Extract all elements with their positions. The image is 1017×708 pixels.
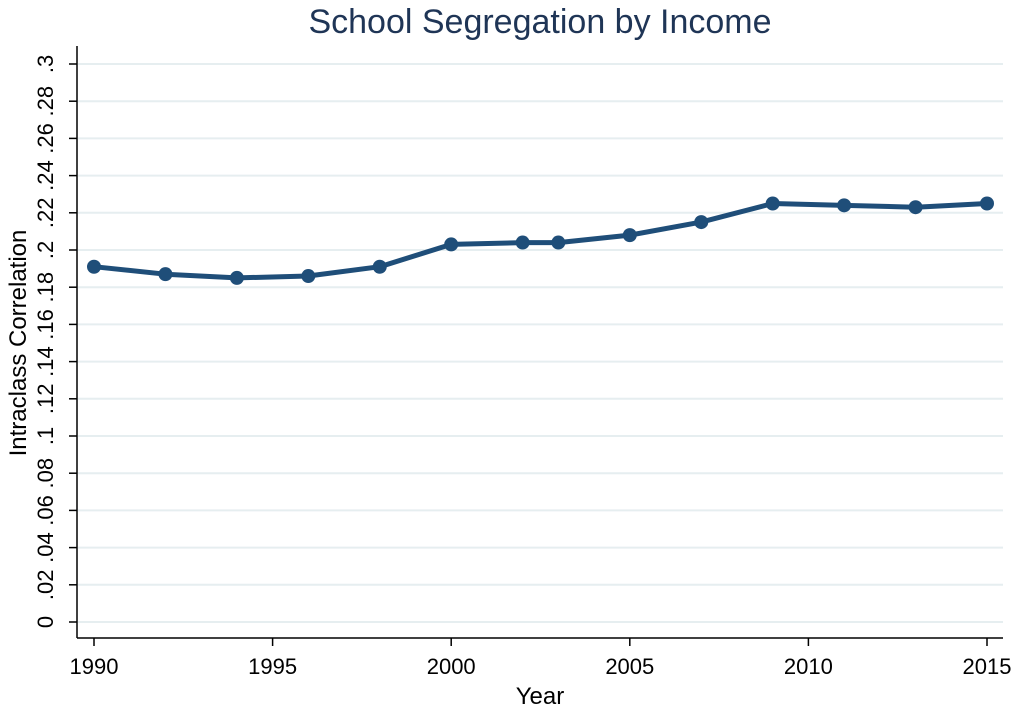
y-tick-label: .14: [33, 346, 58, 377]
data-point: [908, 200, 923, 215]
y-tick-label: .28: [33, 86, 58, 117]
y-tick-label: .24: [33, 160, 58, 191]
data-point: [87, 259, 101, 274]
y-tick-label: .26: [33, 123, 58, 154]
x-tick-label: 2015: [963, 654, 1012, 679]
y-tick-label: .06: [33, 495, 58, 526]
data-point: [622, 228, 637, 243]
data-series: [87, 196, 994, 285]
gridlines: [78, 63, 1003, 623]
data-point: [158, 267, 173, 282]
data-point: [694, 215, 709, 230]
y-tick-label: .12: [33, 384, 58, 415]
y-tick-label: .2: [33, 241, 58, 259]
y-tick-label: .08: [33, 458, 58, 489]
x-tick-label: 2005: [605, 654, 654, 679]
x-axis: 1990 1995 2000 2005 2010 2015: [70, 637, 1012, 679]
x-tick-label: 2010: [784, 654, 833, 679]
data-point: [515, 235, 530, 250]
data-point: [301, 269, 316, 284]
x-tick-label: 1990: [70, 654, 119, 679]
data-point: [372, 259, 387, 274]
data-point: [444, 237, 459, 252]
data-point: [765, 196, 780, 211]
data-point: [980, 196, 994, 211]
y-tick-label: .16: [33, 309, 58, 340]
y-tick-label: .1: [33, 427, 58, 445]
chart-title: School Segregation by Income: [308, 3, 771, 41]
y-tick-label: 0: [33, 616, 58, 628]
y-tick-label: .22: [33, 198, 58, 229]
data-point: [229, 270, 244, 285]
data-point: [551, 235, 566, 250]
y-tick-label: .18: [33, 272, 58, 303]
series-line: [91, 201, 990, 281]
x-tick-label: 2000: [427, 654, 476, 679]
data-point: [837, 198, 852, 213]
y-tick-label: .3: [33, 55, 58, 73]
x-axis-label: Year: [516, 683, 565, 708]
y-axis-label: Intraclass Correlation: [5, 230, 32, 457]
y-axis: 0 .02 .04 .06 .08 .1 .12 .14 .16 .18 .2 .22 .24 .26 .2…: [33, 46, 78, 638]
x-tick-label: 1995: [248, 654, 297, 679]
y-tick-label: .02: [33, 570, 58, 601]
y-tick-label: .04: [33, 532, 58, 563]
